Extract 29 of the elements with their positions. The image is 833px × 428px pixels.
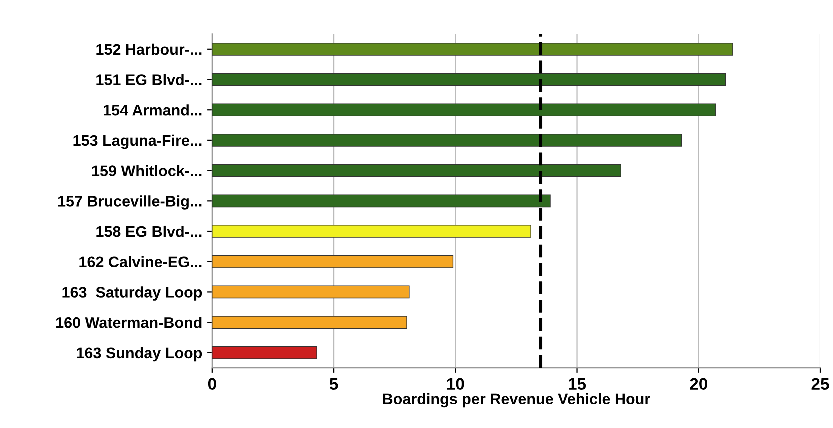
y-tick-label: 158 EG Blvd-... — [96, 226, 202, 238]
y-tick-label: 163 Sunday Loop — [77, 347, 202, 362]
bar — [212, 42, 734, 56]
bar — [212, 194, 551, 208]
x-tick-label: 10 — [447, 378, 464, 390]
y-tick-label: 152 Harbour-... — [96, 44, 202, 56]
x-tick-label: 15 — [569, 378, 586, 390]
x-tick-label: 25 — [812, 378, 830, 390]
y-tick-label: 154 Armand... — [104, 104, 202, 116]
y-tick-label: 159 Whitlock-... — [92, 165, 202, 176]
bar — [212, 255, 454, 268]
bar — [212, 134, 682, 147]
bar — [212, 286, 410, 299]
bar — [212, 73, 726, 86]
y-tick-label: 151 EG Blvd-... — [96, 74, 202, 86]
y-tick-label: 160 Waterman-Bond — [56, 317, 202, 328]
x-tick-label: 0 — [208, 378, 216, 390]
bar — [212, 316, 408, 329]
y-tick-label: 162 Calvine-EG... — [80, 256, 202, 268]
y-tick-label: 157 Bruceville-Big... — [58, 196, 202, 210]
bar — [212, 225, 532, 238]
x-axis-title: Boardings per Revenue Vehicle Hour — [383, 393, 650, 408]
y-tick-label: 153 Laguna-Fire... — [74, 134, 202, 150]
y-tick-label: 163 Saturday Loop — [62, 286, 202, 301]
bar — [212, 104, 716, 117]
bar — [212, 164, 622, 178]
x-tick-label: 20 — [690, 378, 708, 390]
bar — [212, 346, 318, 360]
x-tick-label: 5 — [330, 378, 338, 390]
